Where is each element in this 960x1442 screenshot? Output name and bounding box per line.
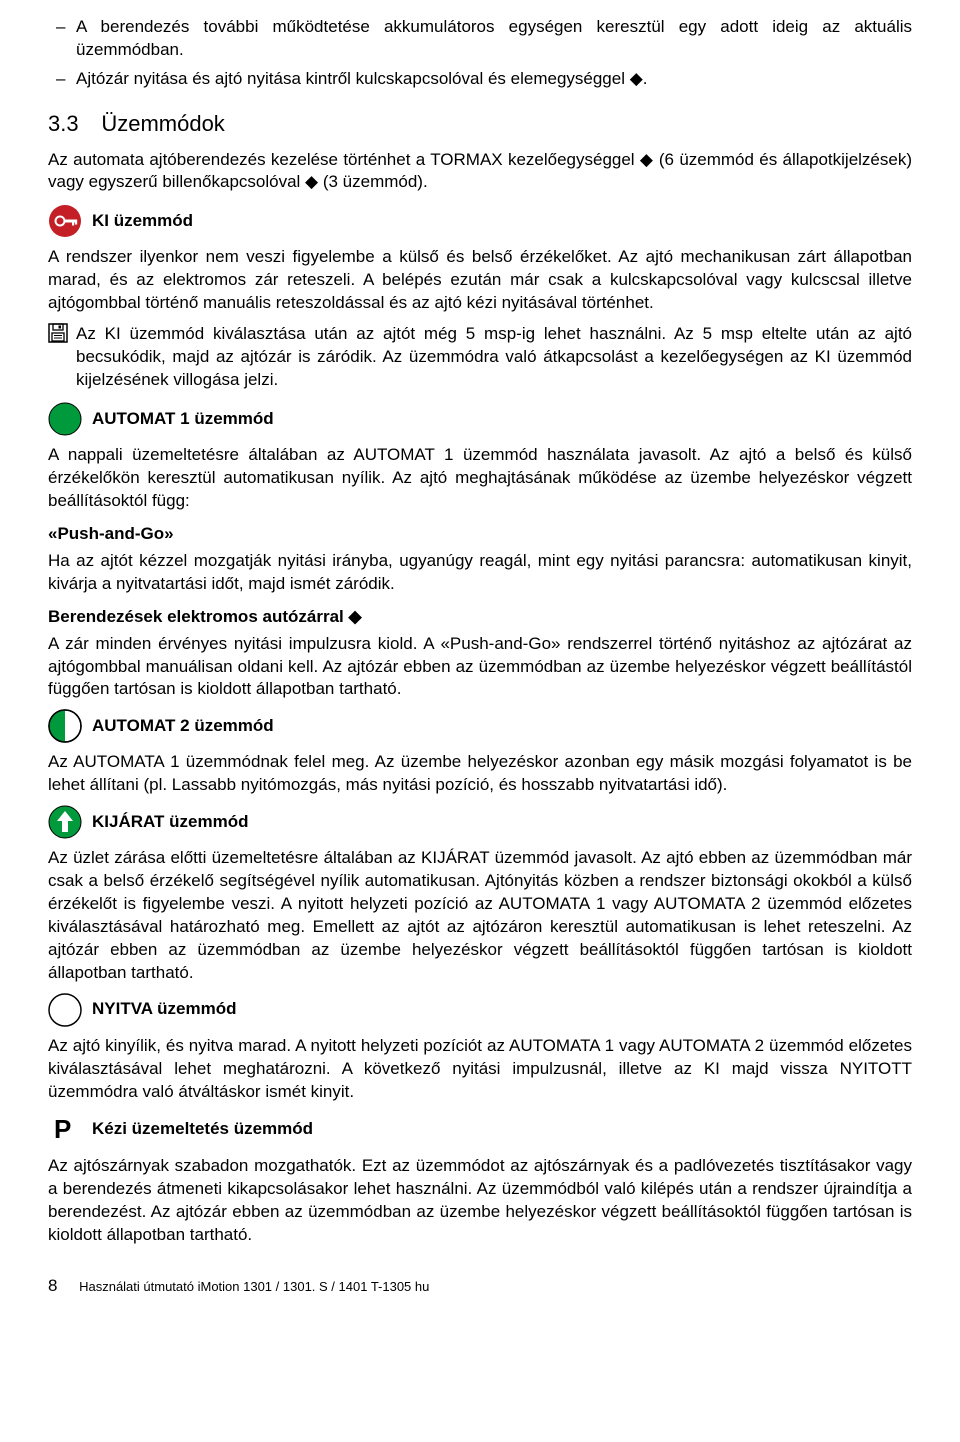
page-number: 8	[48, 1276, 57, 1295]
mode-a1-para: A nappali üzemeltetésre általában az AUT…	[48, 444, 912, 513]
mode-exit-para: Az üzlet zárása előtti üzemeltetésre ált…	[48, 847, 912, 985]
circle-empty-icon	[48, 993, 92, 1027]
mode-a2-title: AUTOMAT 2 üzemmód	[92, 715, 274, 738]
circle-green-icon	[48, 402, 92, 436]
footer-text: Használati útmutató iMotion 1301 / 1301.…	[79, 1279, 429, 1294]
mode-manual-title: Kézi üzemeltetés üzemmód	[92, 1118, 313, 1141]
note-row: Az KI üzemmód kiválasztása után az ajtót…	[48, 323, 912, 392]
section-heading: 3.3 Üzemmódok	[48, 109, 912, 139]
section-number: 3.3	[48, 111, 79, 136]
mode-a2-header: AUTOMAT 2 üzemmód	[48, 709, 912, 743]
mode-exit-header: KIJÁRAT üzemmód	[48, 805, 912, 839]
bullet-item: – A berendezés további működtetése akkum…	[56, 16, 912, 62]
mode-ki-header: KI üzemmód	[48, 204, 912, 238]
mode-open-title: NYITVA üzemmód	[92, 998, 237, 1021]
section-intro: Az automata ajtóberendezés kezelése tört…	[48, 149, 912, 195]
berendezesek-title: Berendezések elektromos autózárral ◆	[48, 606, 912, 629]
bullet-text: A berendezés további működtetése akkumul…	[76, 16, 912, 62]
mode-manual-para: Az ajtószárnyak szabadon mozgathatók. Ez…	[48, 1155, 912, 1247]
bullet-dash: –	[56, 16, 76, 62]
bullet-text: Ajtózár nyitása és ajtó nyitása kintről …	[76, 68, 912, 91]
mode-open-para: Az ajtó kinyílik, és nyitva marad. A nyi…	[48, 1035, 912, 1104]
push-and-go-title: «Push-and-Go»	[48, 523, 912, 546]
push-and-go-text: Ha az ajtót kézzel mozgatják nyitási irá…	[48, 550, 912, 596]
key-icon	[48, 204, 92, 238]
mode-open-header: NYITVA üzemmód	[48, 993, 912, 1027]
circle-half-green-icon	[48, 709, 92, 743]
mode-manual-header: P Kézi üzemeltetés üzemmód	[48, 1112, 912, 1147]
mode-ki-title: KI üzemmód	[92, 210, 193, 233]
mode-a1-title: AUTOMAT 1 üzemmód	[92, 408, 274, 431]
berendezesek-text: A zár minden érvényes nyitási impulzusra…	[48, 633, 912, 702]
bullet-dash: –	[56, 68, 76, 91]
disk-icon	[48, 323, 76, 350]
bullet-item: – Ajtózár nyitása és ajtó nyitása kintrő…	[56, 68, 912, 91]
mode-a2-para: Az AUTOMATA 1 üzemmódnak felel meg. Az ü…	[48, 751, 912, 797]
intro-bullet-list: – A berendezés további működtetése akkum…	[56, 16, 912, 91]
page-footer: 8 Használati útmutató iMotion 1301 / 130…	[48, 1275, 912, 1298]
letter-p-icon: P	[48, 1112, 92, 1147]
arrow-up-icon	[48, 805, 92, 839]
note-text: Az KI üzemmód kiválasztása után az ajtót…	[76, 323, 912, 392]
mode-ki-para: A rendszer ilyenkor nem veszi figyelembe…	[48, 246, 912, 315]
section-title: Üzemmódok	[101, 111, 224, 136]
mode-exit-title: KIJÁRAT üzemmód	[92, 811, 248, 834]
mode-a1-header: AUTOMAT 1 üzemmód	[48, 402, 912, 436]
